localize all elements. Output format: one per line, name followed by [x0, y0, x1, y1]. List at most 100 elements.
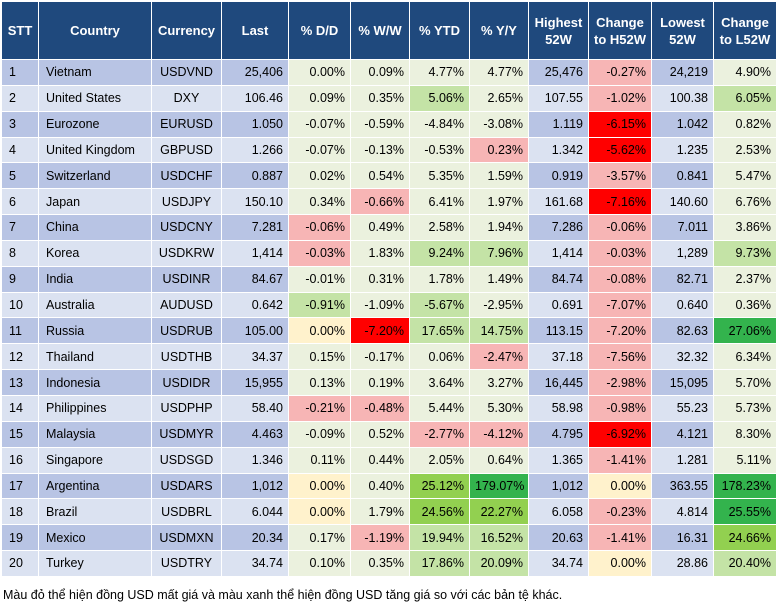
cell-low52w: 0.640 — [651, 291, 714, 319]
cell-change-low52w: 3.86% — [713, 214, 777, 241]
table-row: 11 Russia USDRUB 105.00 0.00% -7.20% 17.65% 14.… — [1, 317, 777, 345]
header-high52w: Highest 52W — [528, 1, 589, 60]
cell-ytd: 2.05% — [409, 446, 470, 474]
cell-last: 58.40 — [221, 394, 289, 422]
table-row: 5 Switzerland USDCHF 0.887 0.02% 0.54% 5.35% 1.… — [1, 162, 777, 190]
cell-high52w: 58.98 — [528, 394, 589, 422]
cell-currency: DXY — [151, 84, 222, 112]
cell-ww: -0.48% — [350, 394, 410, 422]
cell-last: 1,414 — [221, 239, 289, 267]
cell-currency: USDTRY — [151, 550, 222, 577]
cell-country: India — [38, 265, 152, 293]
cell-country: United States — [38, 84, 152, 112]
cell-yy: 14.75% — [469, 317, 529, 345]
cell-stt: 5 — [1, 162, 39, 190]
cell-country: Vietnam — [38, 59, 152, 86]
cell-ww: 0.35% — [350, 550, 410, 577]
header-stt: STT — [1, 1, 39, 60]
cell-yy: -2.95% — [469, 291, 529, 319]
cell-change-high52w: 0.00% — [588, 550, 652, 577]
cell-country: United Kingdom — [38, 136, 152, 164]
cell-stt: 6 — [1, 188, 39, 216]
cell-last: 4.463 — [221, 420, 289, 448]
cell-ytd: 9.24% — [409, 239, 470, 267]
cell-low52w: 82.71 — [651, 265, 714, 293]
cell-last: 1.050 — [221, 110, 289, 138]
cell-ytd: 5.06% — [409, 84, 470, 112]
cell-dd: -0.06% — [288, 214, 351, 241]
cell-high52w: 1.342 — [528, 136, 589, 164]
cell-dd: 0.09% — [288, 84, 351, 112]
cell-yy: 22.27% — [469, 498, 529, 526]
cell-change-high52w: -0.27% — [588, 59, 652, 86]
cell-currency: USDINR — [151, 265, 222, 293]
table-body: 1 Vietnam USDVND 25,406 0.00% 0.09% 4.77% 4.77%… — [1, 59, 777, 577]
cell-last: 105.00 — [221, 317, 289, 345]
cell-dd: 0.17% — [288, 524, 351, 552]
cell-ww: 0.54% — [350, 162, 410, 190]
cell-low52w: 82.63 — [651, 317, 714, 345]
cell-high52w: 16,445 — [528, 369, 589, 396]
fx-table: STT Country Currency Last % D/D % W/W % … — [1, 1, 777, 577]
cell-ytd: 1.78% — [409, 265, 470, 293]
cell-yy: 16.52% — [469, 524, 529, 552]
cell-dd: 0.11% — [288, 446, 351, 474]
cell-high52w: 1.119 — [528, 110, 589, 138]
cell-last: 15,955 — [221, 369, 289, 396]
cell-dd: -0.01% — [288, 265, 351, 293]
cell-dd: 0.00% — [288, 498, 351, 526]
table-row: 8 Korea USDKRW 1,414 -0.03% 1.83% 9.24% 7.96% 1,… — [1, 239, 777, 267]
table-row: 7 China USDCNY 7.281 -0.06% 0.49% 2.58% 1.94% 7.… — [1, 214, 777, 241]
cell-country: Australia — [38, 291, 152, 319]
cell-stt: 12 — [1, 343, 39, 371]
cell-country: Russia — [38, 317, 152, 345]
cell-change-low52w: 6.34% — [713, 343, 777, 371]
cell-ytd: 2.58% — [409, 214, 470, 241]
cell-ytd: -5.67% — [409, 291, 470, 319]
cell-currency: USDMXN — [151, 524, 222, 552]
cell-ytd: 5.44% — [409, 394, 470, 422]
cell-stt: 16 — [1, 446, 39, 474]
cell-change-low52w: 8.30% — [713, 420, 777, 448]
cell-ww: -7.20% — [350, 317, 410, 345]
cell-dd: 0.34% — [288, 188, 351, 216]
cell-low52w: 32.32 — [651, 343, 714, 371]
cell-low52w: 28.86 — [651, 550, 714, 577]
cell-ww: 1.79% — [350, 498, 410, 526]
table-row: 19 Mexico USDMXN 20.34 0.17% -1.19% 19.94% 16.5… — [1, 524, 777, 552]
cell-high52w: 107.55 — [528, 84, 589, 112]
header-currency: Currency — [151, 1, 222, 60]
cell-change-high52w: -7.07% — [588, 291, 652, 319]
cell-stt: 9 — [1, 265, 39, 293]
cell-country: Eurozone — [38, 110, 152, 138]
cell-high52w: 25,476 — [528, 59, 589, 86]
cell-ytd: -0.53% — [409, 136, 470, 164]
cell-ww: -0.17% — [350, 343, 410, 371]
cell-change-low52w: 5.47% — [713, 162, 777, 190]
cell-ytd: 17.65% — [409, 317, 470, 345]
cell-change-high52w: -7.20% — [588, 317, 652, 345]
cell-high52w: 37.18 — [528, 343, 589, 371]
cell-high52w: 1.365 — [528, 446, 589, 474]
table-row: 18 Brazil USDBRL 6.044 0.00% 1.79% 24.56% 22.27… — [1, 498, 777, 526]
table-row: 14 Philippines USDPHP 58.40 -0.21% -0.48% 5.44… — [1, 394, 777, 422]
cell-stt: 19 — [1, 524, 39, 552]
cell-high52w: 4.795 — [528, 420, 589, 448]
cell-low52w: 363.55 — [651, 472, 714, 500]
cell-last: 1.346 — [221, 446, 289, 474]
cell-last: 1,012 — [221, 472, 289, 500]
cell-high52w: 113.15 — [528, 317, 589, 345]
cell-low52w: 140.60 — [651, 188, 714, 216]
cell-ww: 0.31% — [350, 265, 410, 293]
cell-stt: 14 — [1, 394, 39, 422]
cell-last: 0.887 — [221, 162, 289, 190]
cell-ww: 0.52% — [350, 420, 410, 448]
cell-ytd: 19.94% — [409, 524, 470, 552]
cell-ytd: -4.84% — [409, 110, 470, 138]
cell-ww: -1.09% — [350, 291, 410, 319]
cell-change-high52w: -1.02% — [588, 84, 652, 112]
cell-country: Argentina — [38, 472, 152, 500]
cell-high52w: 161.68 — [528, 188, 589, 216]
cell-last: 34.74 — [221, 550, 289, 577]
cell-country: China — [38, 214, 152, 241]
